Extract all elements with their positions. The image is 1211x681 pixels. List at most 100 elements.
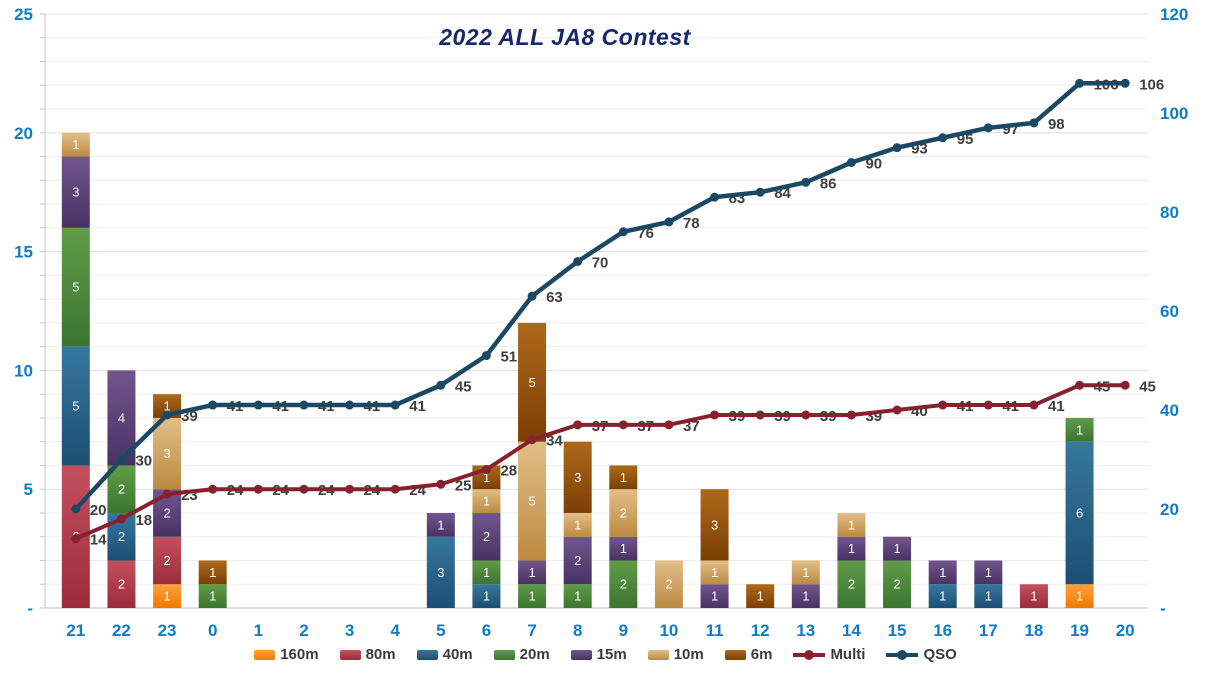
qso-point (116, 455, 126, 464)
qso-point (1120, 78, 1130, 88)
legend-label-80m: 80m (365, 646, 396, 663)
qso-point (983, 123, 993, 133)
legend-line-marker-multi-icon (793, 649, 826, 660)
bar-segment-10m-7 (518, 441, 547, 561)
bar-value-label: 2 (620, 577, 627, 592)
qso-point (208, 400, 218, 410)
legend-item-10m: 10m (647, 646, 704, 663)
bar-value-label: 1 (985, 589, 992, 604)
bar-value-label: 1 (848, 517, 855, 532)
bar-segment-10m-8 (563, 512, 592, 537)
multi-point (253, 484, 263, 494)
legend-item-80m: 80m (339, 646, 396, 663)
legend-label-15m: 15m (596, 646, 627, 663)
left-axis-label: - (27, 599, 33, 618)
qso-point (664, 217, 674, 227)
x-axis-label-19: 19 (1070, 621, 1089, 640)
qso-point (846, 158, 856, 167)
multi-point (892, 405, 902, 415)
bar-value-label: 1 (574, 517, 581, 532)
x-axis-label-23: 23 (158, 621, 177, 640)
legend-item-40m: 40m (416, 646, 473, 663)
qso-data-label: 63 (546, 289, 563, 306)
x-axis-label-10: 10 (659, 621, 678, 640)
bar-value-label: 4 (118, 410, 125, 425)
legend-label-160m: 160m (280, 646, 319, 663)
bar-value-label: 1 (939, 565, 946, 580)
x-axis-label-3: 3 (345, 621, 354, 640)
bar-value-label: 1 (893, 541, 900, 556)
qso-point (755, 187, 765, 197)
legend-swatch-80m-icon (339, 649, 361, 660)
qso-point (436, 380, 446, 390)
multi-point (345, 484, 355, 494)
qso-point (573, 257, 583, 266)
bar-value-label: 1 (802, 589, 809, 604)
legend-item-160m: 160m (254, 646, 319, 663)
legend-label-10m: 10m (673, 646, 704, 663)
qso-point (892, 143, 902, 153)
bar-segment-160m-19 (1065, 584, 1094, 608)
multi-point (710, 410, 720, 420)
bar-value-label: 1 (528, 589, 535, 604)
legend-swatch-20m-icon (493, 649, 515, 660)
legend-label-qso: QSO (923, 646, 957, 663)
x-axis-label-15: 15 (888, 621, 907, 640)
bar-value-label: 5 (528, 375, 535, 390)
qso-data-label: 106 (1139, 76, 1164, 93)
multi-data-label: 34 (546, 433, 563, 450)
qso-point (299, 400, 309, 410)
bar-segment-15m-17 (974, 560, 1003, 585)
qso-point (710, 192, 720, 202)
bar-value-label: 1 (209, 589, 216, 604)
bar-value-label: 2 (163, 553, 170, 568)
qso-point (938, 133, 948, 143)
bar-segment-6m-11 (700, 489, 729, 561)
legend-label-multi: Multi (830, 646, 866, 663)
x-axis-label-4: 4 (390, 621, 400, 640)
legend-swatch-160m-icon (254, 649, 276, 660)
qso-point (253, 400, 263, 410)
multi-point (71, 534, 81, 544)
multi-data-label: 14 (90, 532, 107, 549)
qso-point (162, 410, 172, 420)
legend-item-multi: Multi (793, 646, 865, 663)
qso-point (345, 400, 355, 410)
bar-segment-15m-16 (928, 560, 957, 585)
chart-title: 2022 ALL JA8 Contest (439, 24, 691, 50)
bar-segment-10m-6 (472, 489, 501, 513)
qso-point (1075, 78, 1085, 88)
bar-segment-80m-23 (153, 536, 182, 585)
qso-point (618, 227, 628, 237)
bar-value-label: 1 (1030, 589, 1037, 604)
legend-label-6m: 6m (750, 646, 773, 663)
multi-data-label: 45 (1139, 378, 1156, 395)
bar-segment-160m-23 (153, 584, 182, 608)
bar-value-label: 3 (163, 446, 170, 461)
qso-point (1029, 118, 1039, 128)
bar-value-label: 1 (711, 565, 718, 580)
bar-value-label: 1 (72, 137, 79, 152)
multi-point (801, 410, 811, 420)
bar-value-label: 1 (209, 565, 216, 580)
legend-item-15m: 15m (570, 646, 627, 663)
qso-data-label: 70 (592, 255, 609, 272)
legend-label-20m: 20m (519, 646, 550, 663)
bar-segment-20m-0 (198, 584, 227, 608)
legend-swatch-10m-icon (647, 649, 669, 660)
qso-data-label: 20 (90, 502, 107, 519)
bar-value-label: 2 (118, 482, 125, 497)
bar-value-label: 2 (118, 577, 125, 592)
bar-value-label: 1 (1076, 422, 1083, 437)
multi-point (664, 420, 674, 430)
qso-line (73, 81, 1128, 512)
multi-data-label: 25 (455, 477, 472, 494)
qso-data-label: 78 (683, 215, 700, 232)
legend-swatch-6m-icon (724, 649, 746, 660)
qso-point (390, 400, 400, 410)
x-axis-label-12: 12 (751, 621, 770, 640)
bar-value-label: 1 (483, 494, 490, 509)
multi-point (755, 410, 765, 420)
